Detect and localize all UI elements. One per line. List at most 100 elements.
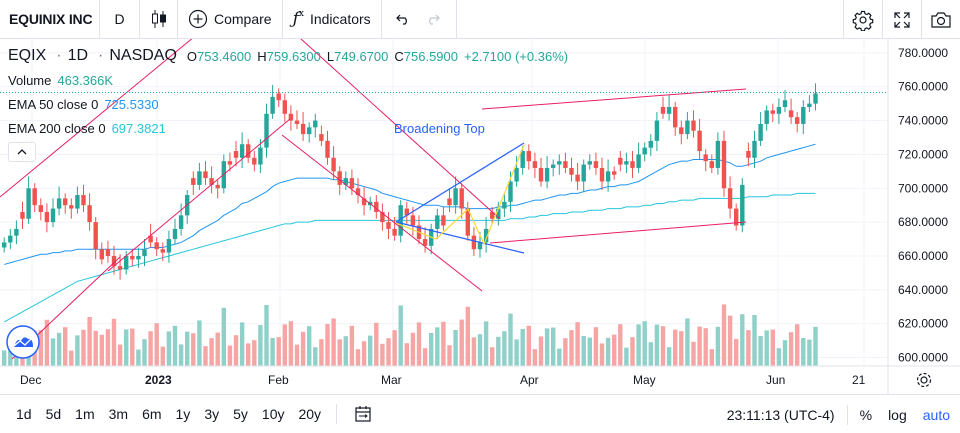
auto-scale-button[interactable]: auto <box>913 395 960 433</box>
candle-body <box>325 140 330 158</box>
candle-body <box>679 127 684 135</box>
candle-body <box>435 215 440 229</box>
undo-icon <box>395 14 407 25</box>
range-6m[interactable]: 6m <box>142 406 162 422</box>
volume-bar <box>795 324 800 366</box>
tradingview-logo[interactable] <box>6 325 40 359</box>
range-3m[interactable]: 3m <box>108 406 129 422</box>
trendline[interactable] <box>0 39 240 198</box>
candle-body <box>813 93 818 104</box>
volume-bar <box>636 324 641 366</box>
volume-bar <box>569 330 574 366</box>
compare-label: Compare <box>214 11 272 27</box>
percent-scale-button[interactable]: % <box>850 395 882 433</box>
volume-bar <box>264 305 269 366</box>
volume-bar <box>410 332 416 366</box>
settings-button[interactable] <box>843 0 882 39</box>
trendline[interactable] <box>489 221 747 244</box>
volume-bar <box>361 341 367 366</box>
candle-body <box>63 198 68 206</box>
candle-body <box>758 123 763 141</box>
candle-body <box>544 167 550 182</box>
candle-body <box>294 120 300 124</box>
volume-bar <box>654 324 660 366</box>
candle-body <box>776 107 782 114</box>
volume-bar <box>727 315 733 366</box>
legend-open: 753.4600 <box>197 48 252 64</box>
price-tick: 720.0000 <box>898 147 948 161</box>
candle-body <box>490 211 495 219</box>
legend-low: 749.6700 <box>334 48 389 64</box>
candle-body <box>477 242 483 250</box>
candle-body <box>404 208 409 216</box>
volume-bar <box>154 323 159 366</box>
price-axis[interactable]: 780.0000 760.0000 740.0000 720.0000 700.0000… <box>887 39 960 394</box>
candle-body <box>69 205 74 209</box>
time-axis[interactable]: Dec 2023 Feb Mar Apr May Jun 21 <box>0 365 960 388</box>
range-selector: 1d 5d 1m 3m 6m 1y 3y 5y 10y 20y <box>0 395 328 433</box>
range-10y[interactable]: 10y <box>261 406 285 422</box>
candle-body <box>593 161 599 168</box>
trendline[interactable] <box>107 118 291 272</box>
axis-settings-icon[interactable] <box>916 372 932 388</box>
volume-bar <box>758 336 763 366</box>
volume-bar <box>343 336 348 366</box>
date-range-button[interactable] <box>345 395 381 433</box>
candle-body <box>361 198 367 206</box>
volume-bar <box>69 350 74 366</box>
legend-ema200-row[interactable]: EMA 200 close 0 697.3821 <box>8 116 574 140</box>
legend-collapse-button[interactable] <box>8 142 36 162</box>
range-5y[interactable]: 5y <box>233 406 248 422</box>
snapshot-button[interactable] <box>921 0 960 39</box>
compare-button[interactable]: Compare <box>178 0 283 39</box>
legend-volume-row[interactable]: Volume 463.366K <box>8 68 574 92</box>
chart-type-button[interactable] <box>140 0 178 39</box>
candle-body <box>538 167 544 182</box>
legend-exchange: NASDAQ <box>109 47 177 64</box>
fullscreen-button[interactable] <box>882 0 921 39</box>
legend-ema50-row[interactable]: EMA 50 close 0 725.5330 <box>8 92 574 116</box>
range-20y[interactable]: 20y <box>298 406 322 422</box>
interval-button[interactable]: D <box>100 0 140 39</box>
pattern-line[interactable] <box>395 142 525 223</box>
candle-body <box>154 242 159 250</box>
legend-high: 759.6300 <box>266 48 321 64</box>
price-chart[interactable]: Broadening Top 756.5900 780.0000 760.0000… <box>0 39 960 394</box>
candle-body <box>599 167 605 182</box>
range-1d[interactable]: 1d <box>16 406 32 422</box>
volume-bar <box>252 340 257 366</box>
legend-low-label: L <box>326 48 335 64</box>
volume-bar <box>422 348 428 366</box>
candle-body <box>514 167 519 182</box>
volume-bar <box>673 329 678 366</box>
volume-bar <box>691 341 696 366</box>
candle-body <box>612 171 617 175</box>
trendline[interactable] <box>290 39 501 220</box>
volume-bar <box>142 339 147 366</box>
volume-bar <box>349 325 355 366</box>
range-1m[interactable]: 1m <box>75 406 95 422</box>
candle-body <box>8 235 13 243</box>
redo-button[interactable] <box>416 0 457 39</box>
divider <box>846 404 848 425</box>
log-scale-button[interactable]: log <box>882 395 913 433</box>
volume-bar <box>392 330 397 366</box>
symbol-search-button[interactable]: EQUINIX INC <box>0 0 100 39</box>
undo-button[interactable] <box>382 0 416 39</box>
candle-body <box>447 198 452 206</box>
trendline[interactable] <box>281 134 483 292</box>
candle-body <box>642 147 647 155</box>
volume-bar <box>221 307 226 366</box>
volume-bar <box>197 320 202 366</box>
timezone-button[interactable]: 23:11:13 (UTC-4) <box>717 395 845 433</box>
volume-bar <box>368 335 373 366</box>
pattern-line[interactable] <box>395 221 525 254</box>
range-1y[interactable]: 1y <box>175 406 191 422</box>
pattern-label: Broadening Top <box>394 121 485 136</box>
range-3y[interactable]: 3y <box>204 406 220 422</box>
pattern-zigzag[interactable] <box>395 144 525 246</box>
range-5d[interactable]: 5d <box>45 406 62 422</box>
candle-body <box>264 113 269 148</box>
